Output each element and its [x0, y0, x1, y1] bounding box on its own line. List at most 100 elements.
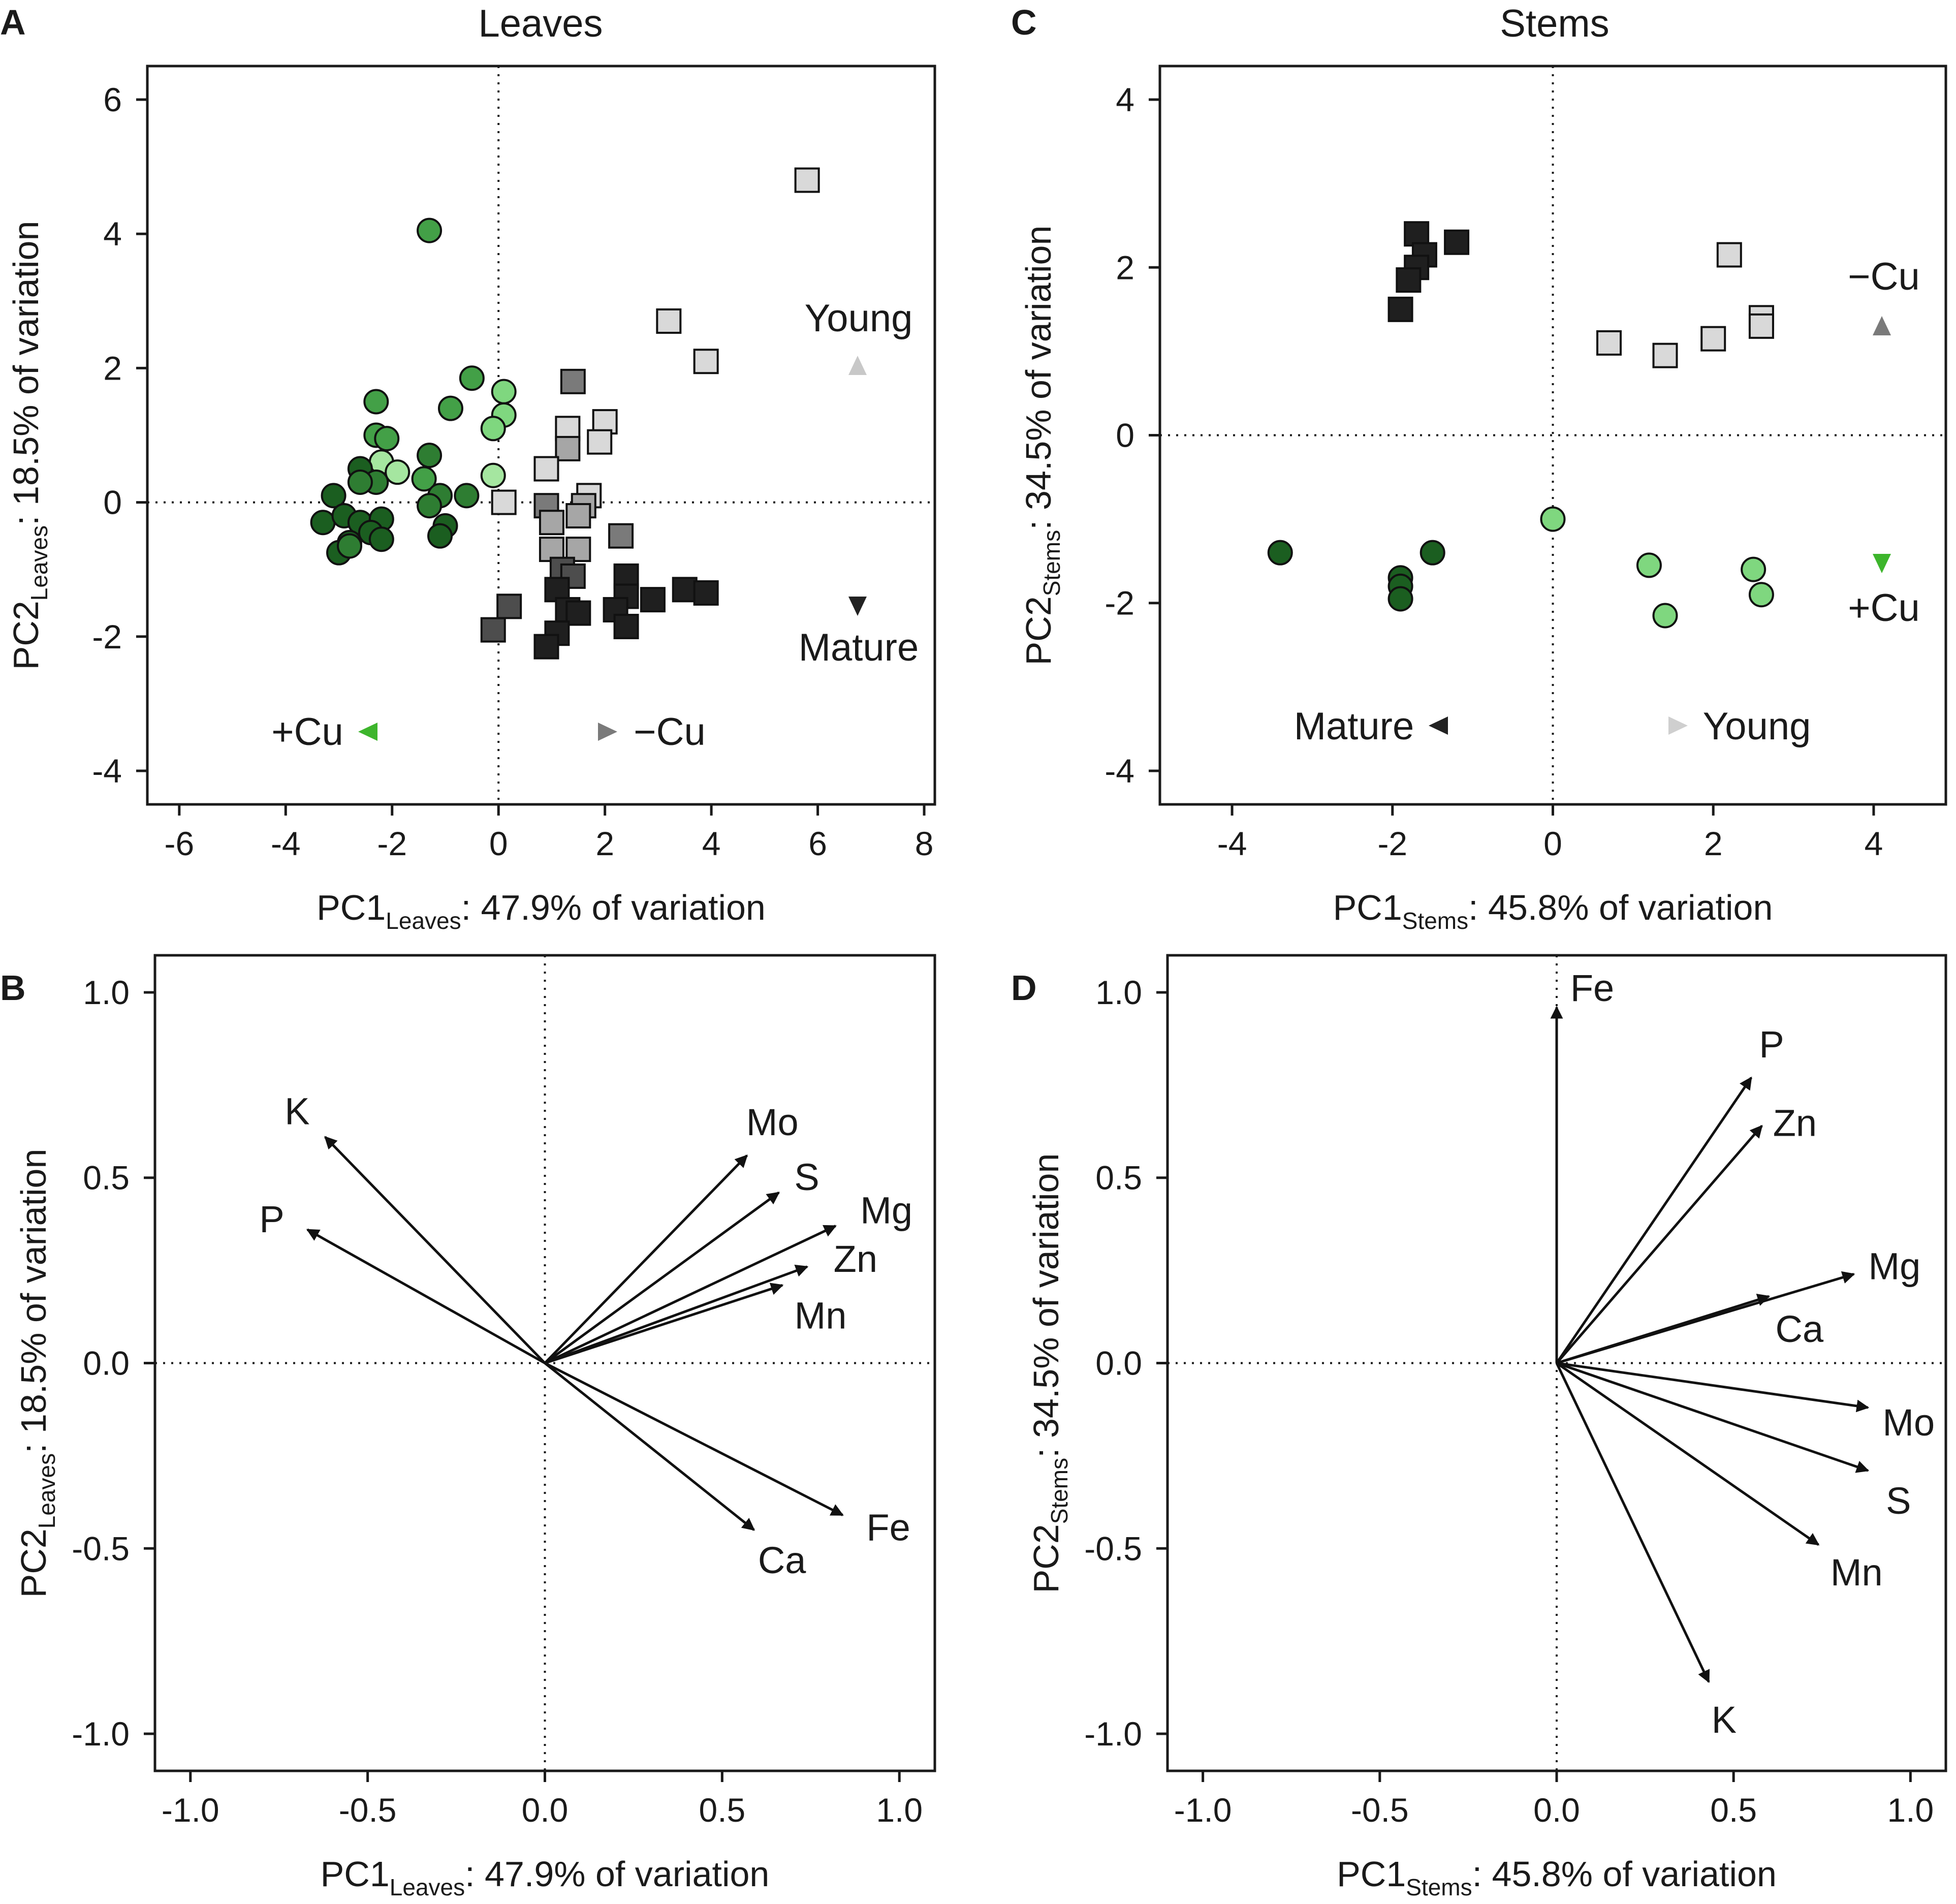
circle-point [1267, 540, 1293, 566]
x-axis-label-main: PC1 [317, 888, 386, 927]
panel-label-a: A [0, 3, 26, 42]
circle-point [491, 379, 517, 404]
loading-label-mo: Mo [1882, 1401, 1935, 1444]
loading-arrow-s [544, 1191, 780, 1364]
circle-point [480, 416, 506, 442]
loading-arrow-k [324, 1136, 546, 1364]
square-point [656, 308, 682, 334]
panel-label-b: B [0, 968, 26, 1008]
minus-cu-arrowhead [1873, 316, 1891, 335]
circle-point [310, 510, 336, 536]
y-tick-label: -1.0 [1084, 1715, 1142, 1753]
panel-label-c: C [1011, 3, 1037, 42]
square-point [613, 613, 639, 639]
loading-arrow-mo [1556, 1362, 1870, 1413]
circle-point [368, 526, 394, 552]
square-point [1596, 330, 1622, 356]
x-tick-label: 0 [1543, 825, 1562, 862]
square-point [608, 523, 634, 549]
x-axis-label: PC1Leaves: 47.9% of variation [317, 888, 766, 934]
y-tick-label: 1.0 [83, 974, 130, 1011]
x-axis-label-rest: : 47.9% of variation [465, 1854, 769, 1894]
square-point [565, 503, 591, 529]
circle-point [480, 462, 506, 488]
square-point [1652, 342, 1678, 368]
panel-label-d: D [1011, 968, 1037, 1008]
loading-arrow-mg [544, 1225, 837, 1364]
y-tick-label: 0.0 [1095, 1345, 1142, 1382]
loading-label-s: S [794, 1156, 819, 1198]
y-tick-label: 2 [1116, 248, 1134, 286]
y-axis-label-sub: Stems [1046, 1458, 1072, 1524]
plus-cu-arrowhead [1873, 554, 1891, 573]
annotation-young: Young [1703, 705, 1811, 748]
y-axis-label: PC2Stems: 34.5% of variation [1026, 1153, 1072, 1594]
circle-point [1419, 540, 1445, 566]
mature-arrowhead [848, 597, 867, 616]
square-point [672, 577, 698, 603]
circle-point [336, 533, 362, 559]
y-tick-label: 6 [103, 81, 122, 118]
x-axis-label-main: PC1 [321, 1854, 390, 1894]
circle-point [321, 483, 346, 509]
loading-label-ca: Ca [758, 1539, 806, 1581]
annotation-young: Young [805, 297, 913, 340]
y-axis-label-sub: Stems [1038, 530, 1065, 596]
x-axis-label-sub: Leaves [386, 908, 461, 934]
y-axis-label-sub: Leaves [34, 1453, 60, 1528]
square-point [1700, 326, 1726, 352]
square-point [533, 456, 559, 482]
y-axis-label-rest: : 18.5% of variation [6, 221, 46, 525]
y-tick-label: 0 [103, 484, 122, 521]
loading-arrow-zn [544, 1264, 809, 1364]
square-point [1387, 296, 1413, 322]
x-tick-label: 1.0 [876, 1791, 923, 1829]
circle-point [363, 389, 389, 415]
y-tick-label: 2 [103, 349, 122, 387]
young-arrowhead [1668, 716, 1688, 735]
square-point [533, 634, 559, 660]
loading-label-s: S [1886, 1480, 1911, 1522]
annotation-minus-cu: −Cu [634, 710, 706, 754]
plus-cu-arrowhead [358, 723, 377, 741]
x-axis-label-sub: Stems [1406, 1874, 1472, 1900]
y-tick-label: -4 [92, 752, 122, 790]
x-axis-label-main: PC1 [1337, 1854, 1406, 1894]
y-axis-label-rest: : 34.5% of variation [1026, 1153, 1066, 1458]
young-arrowhead [848, 356, 867, 375]
y-tick-label: -2 [92, 618, 122, 656]
circle-point [347, 469, 373, 495]
square-point [491, 489, 517, 515]
x-tick-label: 8 [915, 825, 934, 862]
x-axis-label-rest: : 47.9% of variation [461, 888, 766, 927]
loading-arrow-fe [544, 1362, 844, 1516]
y-tick-label: -2 [1105, 584, 1134, 622]
loading-label-mg: Mg [1869, 1245, 1921, 1287]
x-tick-label: 0.5 [1710, 1791, 1757, 1829]
panel-b-loadings-leaves: -1.0 -0.5 0.0 0.5 1.0-1.0-0.50.00.51.0PC1Lea… [14, 954, 936, 1900]
square-point [1444, 229, 1470, 255]
y-tick-label: 0 [1116, 417, 1134, 454]
loading-arrow-k [1555, 1362, 1710, 1683]
circle-point [1741, 556, 1766, 582]
x-axis-label-rest: : 45.8% of variation [1468, 888, 1773, 927]
circle-point [417, 217, 443, 243]
loading-label-k: K [285, 1090, 309, 1132]
y-tick-label: -4 [1105, 752, 1134, 790]
x-tick-label: -2 [377, 825, 407, 862]
x-tick-label: 6 [808, 825, 827, 862]
y-axis-label-rest: : 18.5% of variation [14, 1149, 53, 1453]
loading-arrow-ca [1556, 1294, 1771, 1364]
circle-point [417, 493, 443, 519]
annotation-plus-cu: +Cu [1848, 586, 1920, 630]
x-tick-label: 0.0 [522, 1791, 569, 1829]
circle-point [385, 459, 411, 485]
x-tick-label: -1.0 [162, 1791, 219, 1829]
y-tick-label: 0.5 [83, 1159, 130, 1197]
y-axis-label-rest: : 34.5% of variation [1019, 226, 1058, 530]
loading-arrow-zn [1556, 1125, 1763, 1364]
circle-point [427, 523, 453, 549]
loading-label-ca: Ca [1776, 1308, 1824, 1350]
minus-cu-arrowhead [598, 723, 617, 741]
x-tick-label: 0 [489, 825, 508, 862]
